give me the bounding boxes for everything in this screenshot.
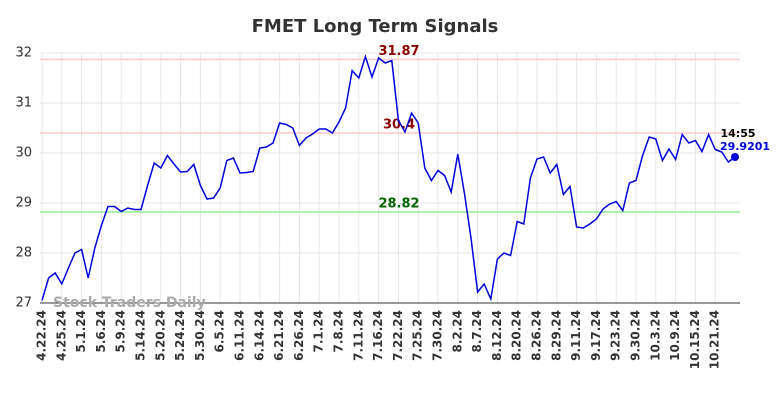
x-tick-label: 9.23.24 <box>609 310 623 361</box>
x-tick-label: 8.7.24 <box>470 310 484 353</box>
y-tick-label: 29 <box>15 196 32 211</box>
y-tick-label: 27 <box>15 296 32 311</box>
x-tick-label: 5.24.24 <box>173 310 187 361</box>
x-tick-label: 5.9.24 <box>114 310 128 353</box>
x-tick-label: 10.3.24 <box>648 310 662 361</box>
signal-label: 31.87 <box>378 44 419 59</box>
watermark: Stock Traders Daily <box>53 295 206 311</box>
y-tick-label: 31 <box>15 96 32 111</box>
x-tick-label: 8.26.24 <box>530 310 544 361</box>
x-tick-label: 6.11.24 <box>233 310 247 361</box>
x-tick-label: 7.22.24 <box>391 310 405 361</box>
y-tick-label: 28 <box>15 246 32 261</box>
x-tick-label: 7.25.24 <box>411 310 425 361</box>
last-value: 29.9201 <box>720 140 770 153</box>
x-tick-label: 5.1.24 <box>74 310 88 353</box>
x-tick-label: 7.8.24 <box>332 310 346 353</box>
x-tick-label: 9.30.24 <box>629 310 643 361</box>
x-tick-label: 5.20.24 <box>153 310 167 361</box>
x-tick-label: 6.5.24 <box>213 310 227 353</box>
x-tick-label: 7.16.24 <box>371 310 385 361</box>
x-tick-label: 4.25.24 <box>54 310 68 361</box>
x-tick-label: 10.21.24 <box>708 310 722 369</box>
x-tick-label: 5.30.24 <box>193 310 207 361</box>
x-tick-label: 5.6.24 <box>94 310 108 353</box>
signal-label: 30.4 <box>383 118 415 133</box>
x-tick-label: 8.29.24 <box>549 310 563 361</box>
x-tick-label: 6.14.24 <box>252 310 266 361</box>
x-tick-label: 4.22.24 <box>35 310 49 361</box>
x-tick-label: 8.20.24 <box>510 310 524 361</box>
x-tick-label: 5.14.24 <box>134 310 148 361</box>
x-tick-label: 8.12.24 <box>490 310 504 361</box>
x-tick-label: 6.26.24 <box>292 310 306 361</box>
x-tick-label: 10.9.24 <box>668 310 682 361</box>
x-tick-label: 7.30.24 <box>431 310 445 361</box>
x-tick-label: 6.21.24 <box>272 310 286 361</box>
x-tick-label: 10.15.24 <box>688 310 702 369</box>
x-tick-label: 8.2.24 <box>450 310 464 353</box>
x-tick-label: 7.11.24 <box>351 310 365 361</box>
x-tick-label: 7.1.24 <box>312 310 326 353</box>
y-tick-label: 32 <box>15 46 32 61</box>
x-tick-label: 9.11.24 <box>569 310 583 361</box>
signal-label: 28.82 <box>378 197 419 212</box>
last-time: 14:55 <box>720 127 755 140</box>
x-tick-label: 9.17.24 <box>589 310 603 361</box>
last-point <box>731 152 739 161</box>
y-tick-label: 30 <box>15 146 32 161</box>
chart-title: FMET Long Term Signals <box>252 16 499 37</box>
price-line <box>41 53 736 302</box>
